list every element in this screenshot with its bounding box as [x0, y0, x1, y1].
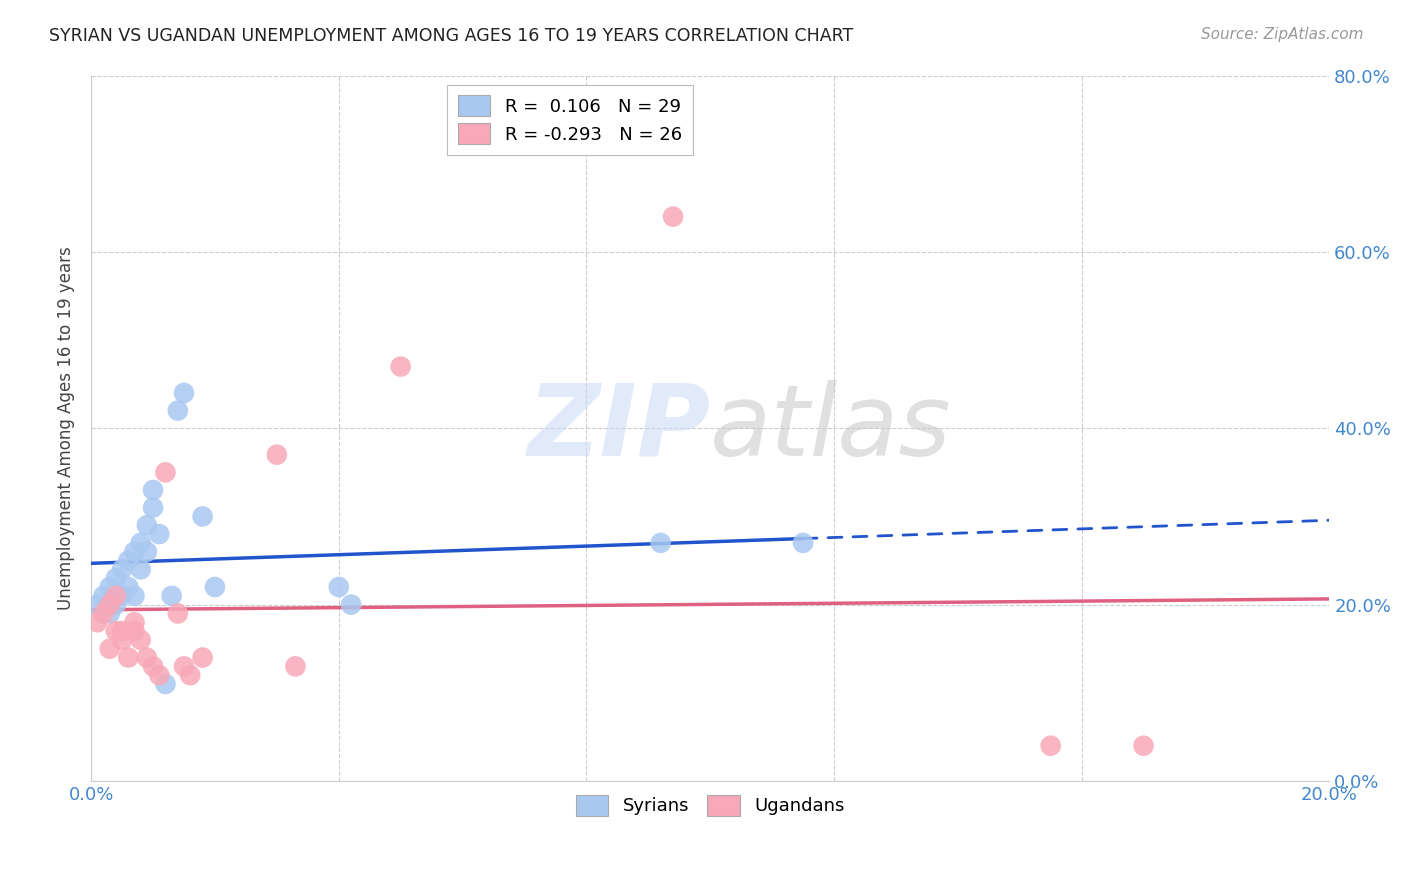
Point [111, 624, 134, 638]
Point [166, 403, 188, 417]
Point [124, 589, 146, 603]
Point [191, 509, 214, 524]
Point [86, 598, 108, 612]
Point [111, 562, 134, 576]
Text: SYRIAN VS UGANDAN UNEMPLOYMENT AMONG AGES 16 TO 19 YEARS CORRELATION CHART: SYRIAN VS UGANDAN UNEMPLOYMENT AMONG AGE… [49, 27, 853, 45]
Point [111, 589, 134, 603]
Point [155, 466, 177, 480]
Point [266, 448, 288, 462]
Point [148, 527, 170, 541]
Point [142, 483, 165, 497]
Point [117, 580, 139, 594]
Point [662, 210, 685, 224]
Point [129, 536, 152, 550]
Point [124, 624, 146, 638]
Point [191, 650, 214, 665]
Point [98, 598, 121, 612]
Point [173, 659, 195, 673]
Point [124, 545, 146, 559]
Point [142, 500, 165, 515]
Point [135, 650, 157, 665]
Point [98, 607, 121, 621]
Point [173, 386, 195, 401]
Point [179, 668, 201, 682]
Point [104, 624, 127, 638]
Point [129, 562, 152, 576]
Legend: Syrians, Ugandans: Syrians, Ugandans [567, 786, 853, 825]
Point [340, 598, 363, 612]
Point [117, 553, 139, 567]
Point [135, 518, 157, 533]
Point [93, 607, 115, 621]
Point [111, 632, 134, 647]
Point [98, 580, 121, 594]
Text: ZIP: ZIP [527, 380, 710, 476]
Point [284, 659, 307, 673]
Point [104, 598, 127, 612]
Point [148, 668, 170, 682]
Y-axis label: Unemployment Among Ages 16 to 19 years: Unemployment Among Ages 16 to 19 years [58, 246, 75, 610]
Text: Source: ZipAtlas.com: Source: ZipAtlas.com [1201, 27, 1364, 42]
Point [104, 571, 127, 585]
Point [328, 580, 350, 594]
Point [1132, 739, 1154, 753]
Point [650, 536, 672, 550]
Point [93, 589, 115, 603]
Point [166, 607, 188, 621]
Point [142, 659, 165, 673]
Point [204, 580, 226, 594]
Point [129, 632, 152, 647]
Point [117, 650, 139, 665]
Point [155, 677, 177, 691]
Point [135, 545, 157, 559]
Point [792, 536, 814, 550]
Point [389, 359, 412, 374]
Text: atlas: atlas [710, 380, 952, 476]
Point [98, 641, 121, 656]
Point [124, 615, 146, 630]
Point [86, 615, 108, 630]
Point [1039, 739, 1062, 753]
Point [104, 589, 127, 603]
Point [160, 589, 183, 603]
